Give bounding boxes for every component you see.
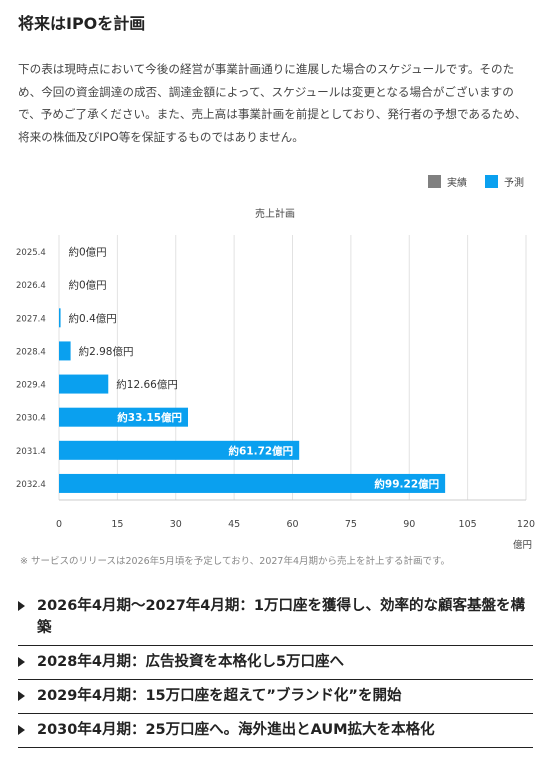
y-tick-label: 2032.4 [16, 480, 46, 490]
y-tick-label: 2029.4 [16, 381, 46, 391]
legend-label-forecast: 予測 [504, 177, 524, 189]
x-tick-label: 45 [228, 519, 240, 530]
x-tick-label: 120 [517, 519, 535, 530]
x-tick-label: 0 [56, 519, 62, 530]
bar-value-label: 約0億円 [69, 279, 107, 292]
legend-swatch-forecast [485, 174, 498, 188]
chart-title: 売上計画 [255, 207, 295, 220]
bar [59, 440, 300, 460]
plan-item: 2029年4月期：15万口座を超えて”ブランド化”を開始 [18, 680, 533, 714]
plan-item-text: 2030年4月期：25万口座へ。海外進出とAUM拡大を本格化 [37, 722, 435, 738]
bar-value-label: 約99.22億円 [374, 477, 439, 490]
triangle-bullet-icon [18, 691, 25, 701]
bar-value-label: 約12.66億円 [116, 378, 178, 391]
plan-item: 2028年4月期：広告投資を本格化し5万口座へ [18, 646, 533, 680]
bar [59, 473, 446, 493]
x-tick-label: 60 [286, 519, 298, 530]
y-tick-label: 2027.4 [16, 314, 46, 324]
plan-item: 2026年4月期〜2027年4月期：1万口座を獲得し、効率的な顧客基盤を構築 [18, 590, 533, 646]
x-tick-label: 90 [403, 519, 415, 530]
bar [59, 374, 109, 394]
triangle-bullet-icon [18, 657, 25, 667]
y-tick-label: 2025.4 [16, 248, 46, 258]
triangle-bullet-icon [18, 601, 25, 611]
plan-item-text: 2028年4月期：広告投資を本格化し5万口座へ [37, 654, 345, 670]
plan-item: 2030年4月期：25万口座へ。海外進出とAUM拡大を本格化 [18, 714, 533, 748]
page-title: 将来はIPOを計画 [18, 14, 146, 33]
sales-plan-chart: 売上計画 0 15 30 45 60 75 90 105 120 億円 2025.4 約0億円 2026.… [16, 207, 535, 550]
bar-value-label: 約33.15億円 [117, 411, 182, 424]
plan-list: 2026年4月期〜2027年4月期：1万口座を獲得し、効率的な顧客基盤を構築 2… [18, 590, 533, 748]
x-tick-label: 30 [170, 519, 182, 530]
bar [59, 308, 61, 328]
y-tick-label: 2026.4 [16, 281, 46, 291]
x-tick-label: 15 [111, 519, 123, 530]
y-tick-label: 2028.4 [16, 347, 46, 357]
bar [59, 407, 189, 427]
x-tick-label: 75 [345, 519, 357, 530]
bar [59, 341, 71, 361]
legend-label-actual: 実績 [447, 177, 467, 189]
intro-text: 下の表は現時点において今後の経営が事業計画通りに進展した場合のスケジュールです。… [18, 62, 527, 144]
bar-value-label: 約61.72億円 [228, 444, 293, 457]
bar-value-label: 約0.4億円 [69, 312, 117, 325]
plan-item-text: 2029年4月期：15万口座を超えて”ブランド化”を開始 [37, 688, 402, 704]
chart-legend: 実績 予測 [428, 172, 524, 190]
legend-item-actual: 実績 [428, 174, 467, 189]
x-axis-label: 億円 [513, 539, 532, 550]
triangle-bullet-icon [18, 725, 25, 735]
bar-value-label: 約0億円 [69, 246, 107, 259]
plan-item-text: 2026年4月期〜2027年4月期：1万口座を獲得し、効率的な顧客基盤を構築 [37, 598, 525, 636]
y-tick-label: 2031.4 [16, 447, 46, 457]
x-tick-label: 105 [459, 519, 477, 530]
legend-item-forecast: 予測 [485, 174, 524, 189]
legend-swatch-actual [428, 174, 441, 188]
y-tick-label: 2030.4 [16, 414, 46, 424]
chart-footnote: ※ サービスのリリースは2026年5月頃を予定しており、2027年4月期から売上… [20, 556, 451, 567]
bar-value-label: 約2.98億円 [79, 345, 134, 358]
